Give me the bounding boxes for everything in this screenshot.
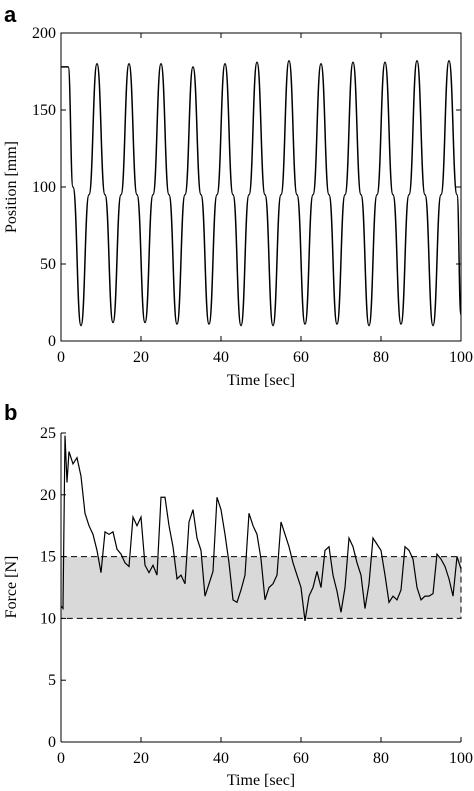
force-series-line [60, 435, 462, 621]
plot-frame-a [60, 32, 462, 342]
y-tick-label: 100 [32, 179, 56, 196]
panel-a: a 0 20 40 60 80 100 0 50 100 150 200 Time [sec] Po… [3, 2, 473, 389]
x-tick-label: 20 [133, 349, 149, 366]
x-tick-label: 0 [57, 349, 65, 366]
x-tick-label: 40 [213, 349, 229, 366]
x-tick-label: 60 [293, 750, 309, 767]
panel-b: b 0 20 40 60 80 100 0 5 10 15 20 25 Time [sec] Forc… [3, 400, 473, 789]
panel-label-b: b [4, 400, 17, 425]
x-tick-label: 0 [57, 750, 65, 767]
tick-labels-b: 0 20 40 60 80 100 0 5 10 15 20 25 [40, 425, 473, 767]
y-tick-label: 20 [40, 487, 56, 504]
x-tick-label: 100 [449, 750, 473, 767]
panel-label-a: a [4, 2, 17, 27]
x-axis-title-a: Time [sec] [227, 372, 295, 389]
y-axis-title-a: Position [mm] [3, 141, 20, 233]
y-tick-label: 10 [40, 610, 56, 627]
x-axis-title-b: Time [sec] [227, 772, 295, 789]
plot-area-a [61, 33, 461, 341]
x-tick-label: 80 [373, 750, 389, 767]
tick-labels-a: 0 20 40 60 80 100 0 50 100 150 200 [32, 25, 473, 366]
x-tick-label: 80 [373, 349, 389, 366]
x-tick-label: 100 [449, 349, 473, 366]
y-tick-label: 150 [32, 102, 56, 119]
x-tick-label: 20 [133, 750, 149, 767]
y-tick-label: 200 [32, 25, 56, 42]
position-series-line [60, 59, 462, 327]
y-tick-label: 0 [48, 734, 56, 751]
tolerance-band [60, 556, 462, 619]
y-tick-label: 5 [48, 672, 56, 689]
y-axis-title-b: Force [N] [3, 556, 20, 619]
x-tick-label: 40 [213, 750, 229, 767]
y-tick-label: 25 [40, 425, 56, 442]
y-tick-label: 15 [40, 549, 56, 566]
y-tick-label: 0 [48, 333, 56, 350]
y-tick-label: 50 [40, 256, 56, 273]
x-tick-label: 60 [293, 349, 309, 366]
